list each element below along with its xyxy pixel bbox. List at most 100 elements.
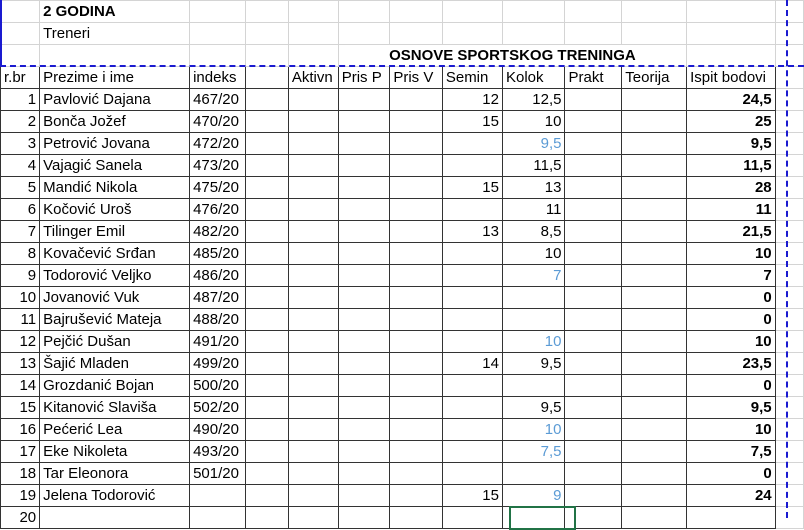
index-cell[interactable]: 487/20 — [189, 286, 246, 309]
index-cell[interactable]: 499/20 — [189, 352, 246, 375]
empty-cell[interactable] — [389, 396, 443, 419]
empty-cell[interactable] — [244, 264, 289, 287]
empty-cell[interactable] — [244, 154, 289, 177]
empty-cell[interactable] — [244, 418, 289, 441]
empty-cell[interactable] — [389, 176, 443, 199]
semin-cell[interactable]: 15 — [441, 176, 503, 199]
kolok-cell[interactable]: 7,5 — [501, 440, 566, 463]
empty-cell[interactable] — [244, 374, 289, 397]
empty-cell[interactable] — [389, 484, 443, 507]
empty-cell[interactable] — [244, 484, 289, 507]
name-cell[interactable]: Petrović Jovana — [39, 132, 191, 155]
empty-cell[interactable] — [337, 440, 391, 463]
empty-cell[interactable] — [337, 308, 391, 331]
semin-cell[interactable] — [441, 418, 503, 441]
column-header[interactable]: Kolok — [501, 66, 566, 89]
prakt-cell[interactable] — [564, 88, 623, 111]
name-cell[interactable]: Kočović Uroš — [39, 198, 191, 221]
index-cell[interactable]: 488/20 — [189, 308, 246, 331]
index-cell[interactable]: 493/20 — [189, 440, 246, 463]
name-cell[interactable]: Jelena Todorović — [39, 484, 191, 507]
semin-cell[interactable] — [441, 396, 503, 419]
empty-cell[interactable] — [244, 88, 289, 111]
empty-cell[interactable] — [287, 198, 339, 221]
name-cell[interactable]: Pećerić Lea — [39, 418, 191, 441]
teorija-cell[interactable] — [621, 242, 688, 265]
empty-cell[interactable] — [287, 308, 339, 331]
empty-cell[interactable] — [337, 198, 391, 221]
semin-cell[interactable] — [441, 440, 503, 463]
prakt-cell[interactable] — [564, 286, 623, 309]
teorija-cell[interactable] — [621, 330, 688, 353]
empty-cell[interactable] — [389, 88, 443, 111]
name-cell[interactable]: Tilinger Emil — [39, 220, 191, 243]
name-cell[interactable]: Mandić Nikola — [39, 176, 191, 199]
kolok-cell[interactable]: 10 — [501, 418, 566, 441]
row-number-cell[interactable]: 18 — [0, 462, 41, 485]
index-cell[interactable]: 491/20 — [189, 330, 246, 353]
selected-cell[interactable] — [509, 506, 576, 530]
row-number-cell[interactable]: 13 — [0, 352, 41, 375]
empty-cell[interactable] — [287, 396, 339, 419]
teorija-cell[interactable] — [621, 308, 688, 331]
empty-cell[interactable] — [337, 462, 391, 485]
ispit-bodovi-cell[interactable]: 21,5 — [686, 220, 776, 243]
ispit-bodovi-cell[interactable]: 10 — [686, 330, 776, 353]
semin-cell[interactable] — [441, 242, 503, 265]
kolok-cell[interactable]: 9,5 — [501, 352, 566, 375]
empty-cell[interactable] — [244, 110, 289, 133]
semin-cell[interactable] — [441, 286, 503, 309]
semin-cell[interactable] — [441, 198, 503, 221]
semin-cell[interactable] — [441, 154, 503, 177]
empty-cell[interactable] — [244, 462, 289, 485]
ispit-bodovi-cell[interactable]: 10 — [686, 418, 776, 441]
semin-cell[interactable] — [441, 308, 503, 331]
ispit-bodovi-cell[interactable]: 0 — [686, 374, 776, 397]
teorija-cell[interactable] — [621, 374, 688, 397]
teorija-cell[interactable] — [621, 462, 688, 485]
empty-cell[interactable] — [389, 132, 443, 155]
column-header[interactable]: indeks — [189, 66, 246, 89]
empty-cell[interactable] — [389, 440, 443, 463]
index-cell[interactable]: 482/20 — [189, 220, 246, 243]
empty-cell[interactable] — [389, 154, 443, 177]
ispit-bodovi-cell[interactable]: 11 — [686, 198, 776, 221]
kolok-cell[interactable]: 11 — [501, 198, 566, 221]
ispit-bodovi-cell[interactable]: 9,5 — [686, 396, 776, 419]
empty-cell[interactable] — [774, 66, 804, 89]
empty-cell[interactable] — [774, 374, 804, 397]
row-number-cell[interactable]: 1 — [0, 88, 41, 111]
prakt-cell[interactable] — [564, 374, 623, 397]
name-cell[interactable]: Grozdanić Bojan — [39, 374, 191, 397]
semin-cell[interactable] — [441, 132, 503, 155]
empty-cell[interactable] — [337, 484, 391, 507]
empty-cell[interactable] — [287, 484, 339, 507]
row-number-cell[interactable]: 19 — [0, 484, 41, 507]
empty-cell[interactable] — [244, 198, 289, 221]
name-cell[interactable]: Bonča Jožef — [39, 110, 191, 133]
empty-cell[interactable] — [774, 330, 804, 353]
ispit-bodovi-cell[interactable]: 10 — [686, 242, 776, 265]
empty-cell[interactable] — [774, 220, 804, 243]
empty-cell[interactable] — [389, 110, 443, 133]
teorija-cell[interactable] — [621, 418, 688, 441]
prakt-cell[interactable] — [564, 176, 623, 199]
empty-cell[interactable] — [389, 286, 443, 309]
ispit-bodovi-cell[interactable]: 25 — [686, 110, 776, 133]
empty-cell[interactable] — [774, 396, 804, 419]
empty-cell[interactable] — [389, 308, 443, 331]
name-cell[interactable]: Eke Nikoleta — [39, 440, 191, 463]
semin-cell[interactable] — [441, 330, 503, 353]
row-number-cell[interactable]: 12 — [0, 330, 41, 353]
name-cell[interactable]: Todorović Veljko — [39, 264, 191, 287]
empty-cell[interactable] — [337, 352, 391, 375]
empty-cell[interactable] — [244, 220, 289, 243]
empty-cell[interactable] — [389, 198, 443, 221]
empty-cell[interactable] — [774, 440, 804, 463]
empty-cell[interactable] — [244, 330, 289, 353]
kolok-cell[interactable]: 11,5 — [501, 154, 566, 177]
empty-cell[interactable] — [337, 176, 391, 199]
row-number-cell[interactable]: 4 — [0, 154, 41, 177]
name-cell[interactable]: Kovačević Srđan — [39, 242, 191, 265]
